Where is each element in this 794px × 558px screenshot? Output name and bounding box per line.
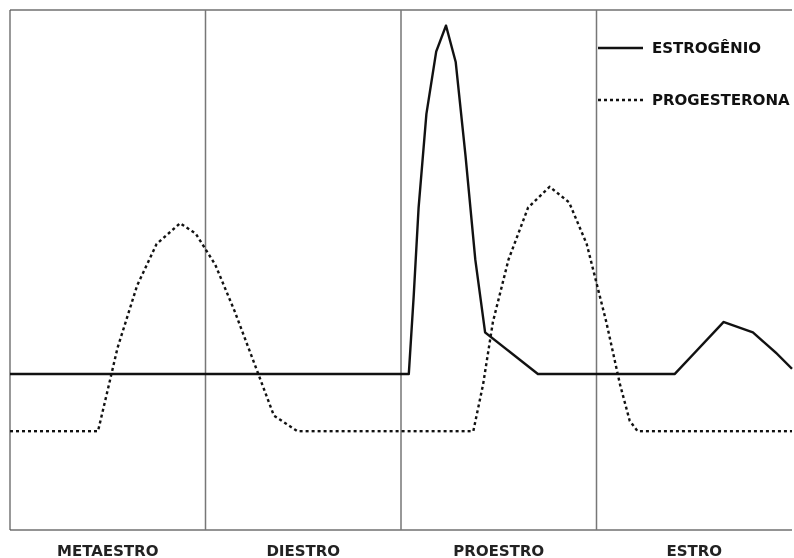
phase-label-0: METAESTRO	[57, 542, 158, 558]
phase-dividers	[204, 10, 598, 530]
legend: ESTROGÊNIO PROGESTERONA	[598, 38, 790, 109]
phase-label-1: DIESTRO	[266, 542, 340, 558]
series-line-estrogênio	[10, 24, 793, 376]
phase-labels: METAESTRO DIESTRO PROESTRO ESTRO	[57, 542, 722, 558]
series-layer	[10, 24, 793, 433]
phase-label-3: ESTRO	[666, 542, 722, 558]
legend-label-1: PROGESTERONA	[652, 91, 790, 109]
phase-label-2: PROESTRO	[453, 542, 544, 558]
series-line-progesterona	[10, 185, 792, 433]
legend-label-0: ESTROGÊNIO	[652, 38, 761, 57]
